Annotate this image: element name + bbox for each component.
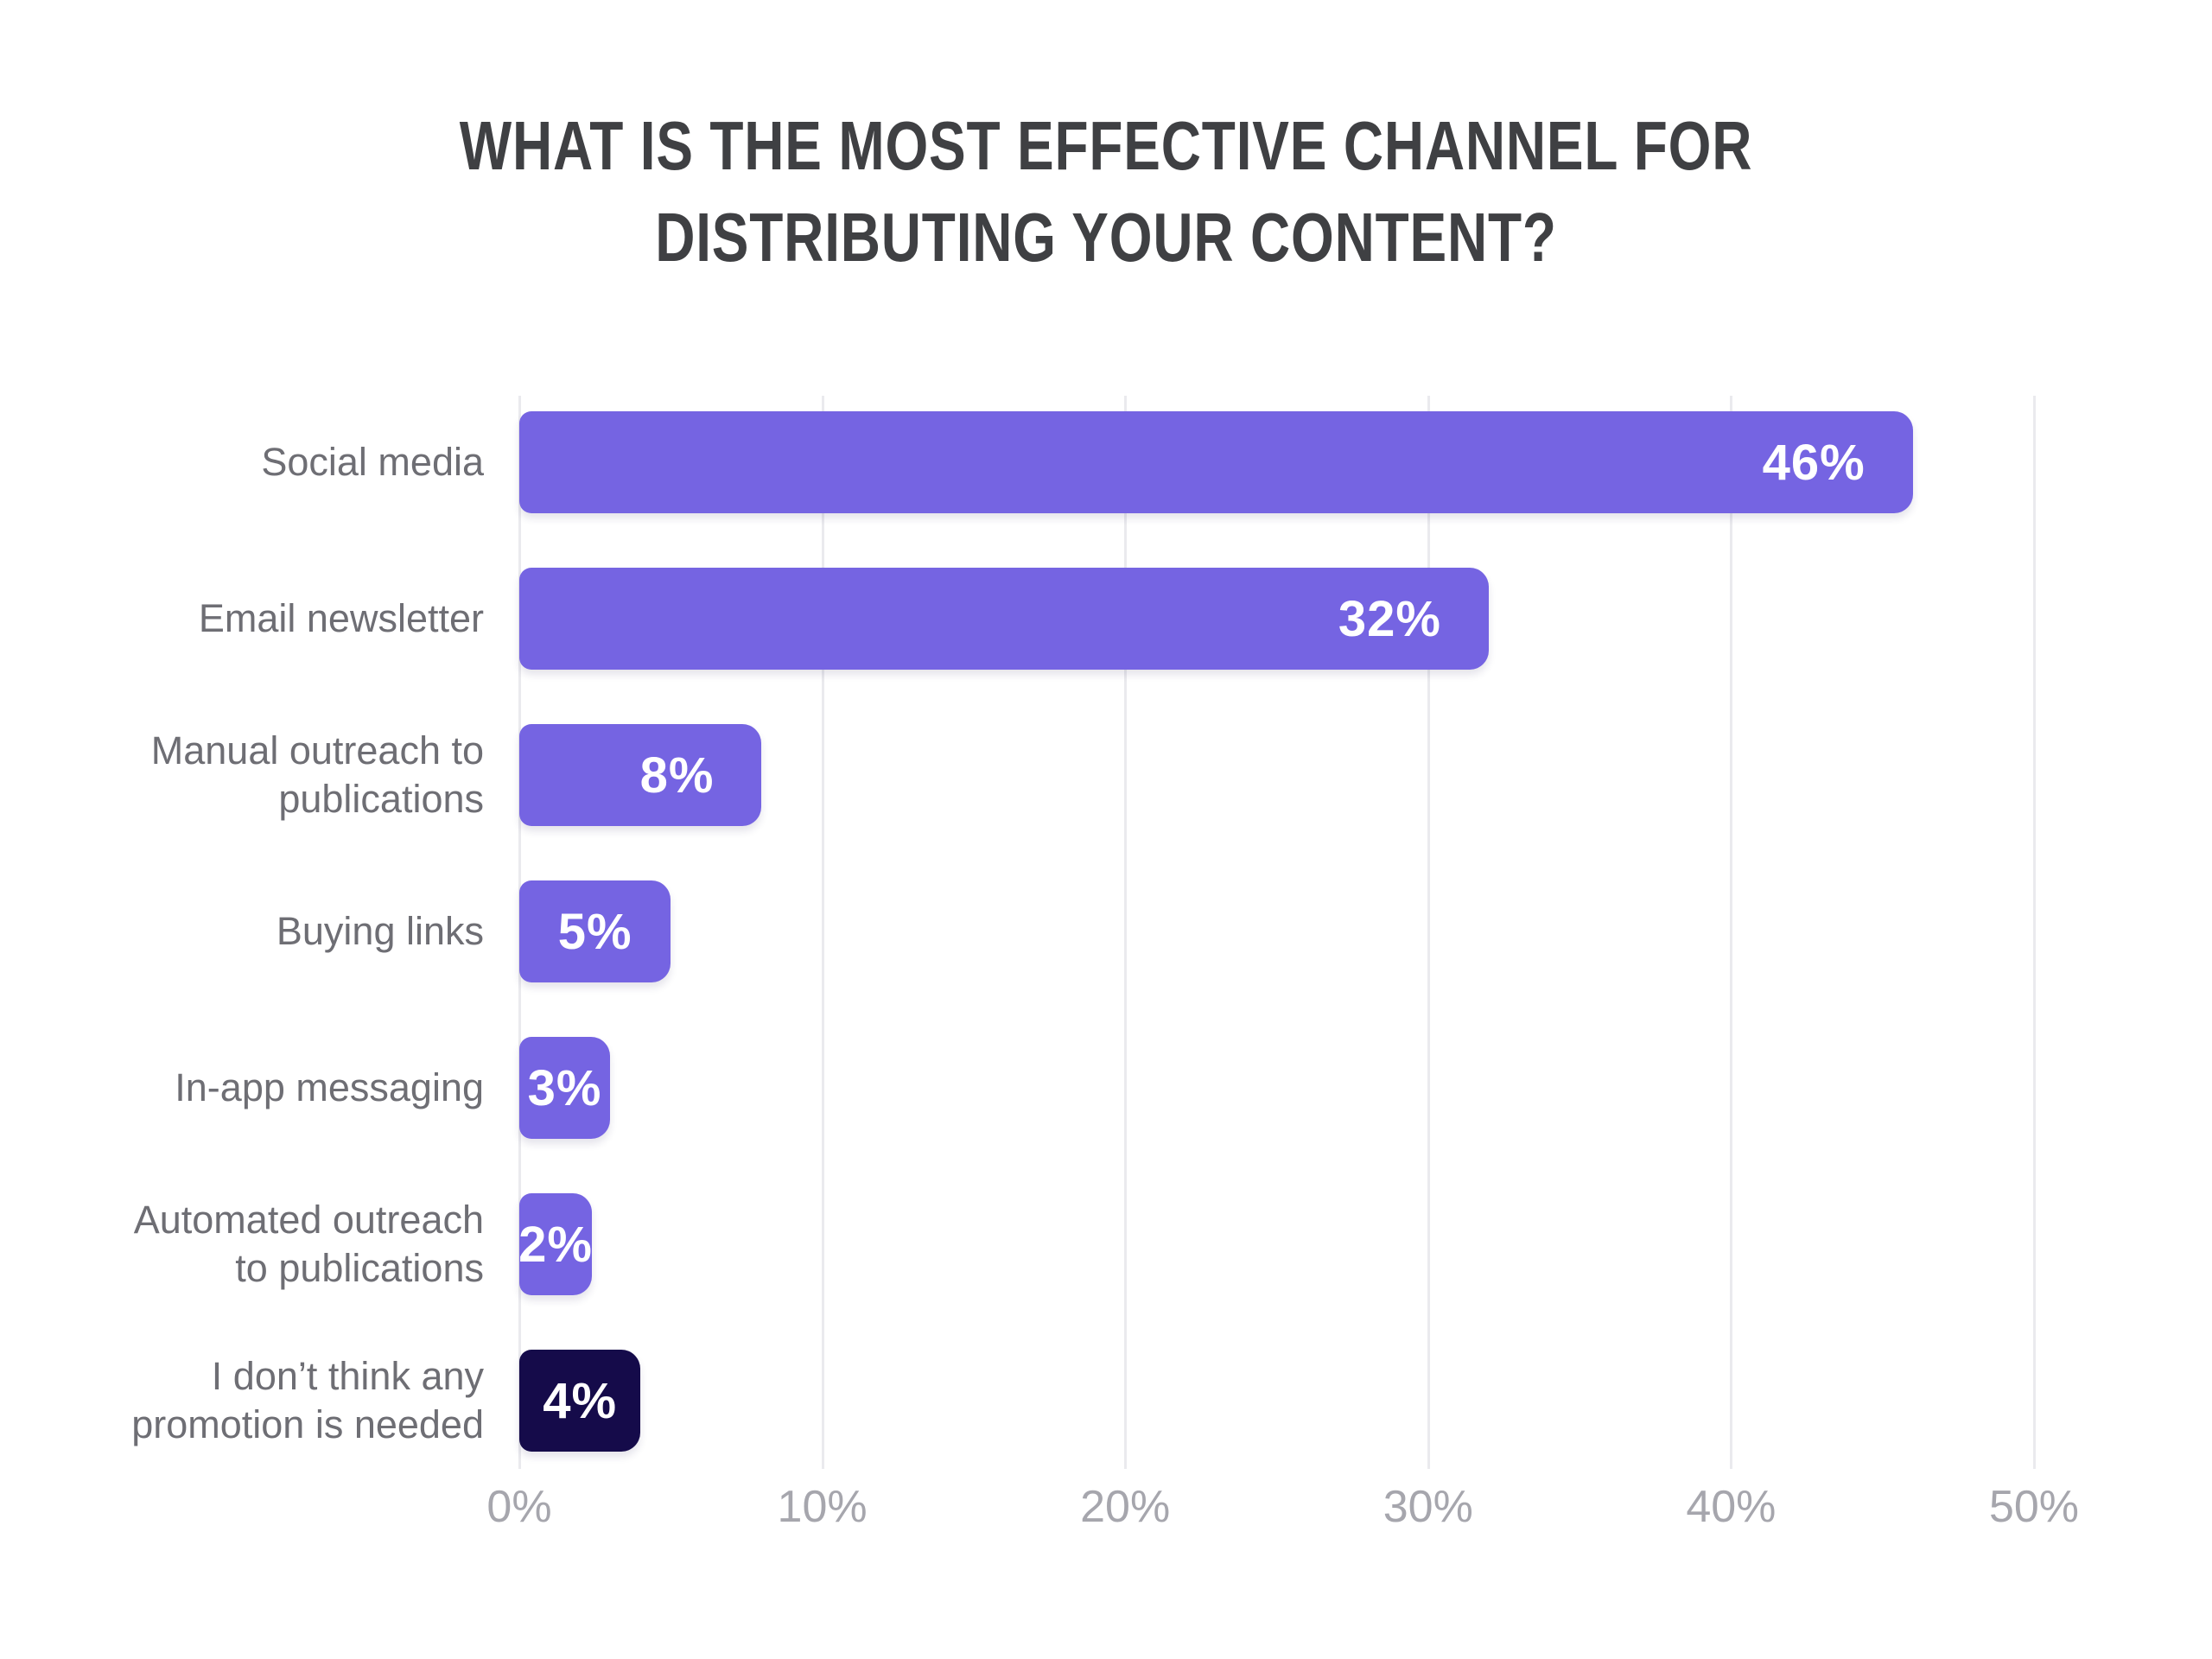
bar: 3% (519, 1037, 611, 1139)
bar-value-label: 5% (557, 903, 632, 960)
gridline (2033, 396, 2036, 1469)
chart-title: WHAT IS THE MOST EFFECTIVE CHANNEL FOR D… (221, 100, 1991, 283)
bar-value-label: 8% (639, 747, 715, 804)
x-axis-tick-label: 30% (1382, 1482, 1473, 1532)
bar: 4% (519, 1350, 641, 1452)
chart-title-line1: WHAT IS THE MOST EFFECTIVE CHANNEL FOR (459, 107, 1753, 184)
category-label: Buying links (0, 880, 484, 982)
category-label: In-app messaging (0, 1037, 484, 1139)
bar-row: I don’t think any promotion is needed 4% (0, 1350, 2212, 1452)
category-label-line: to publications (235, 1246, 484, 1290)
chart-title-line2: DISTRIBUTING YOUR CONTENT? (655, 199, 1557, 276)
category-label-line: promotion is needed (131, 1402, 484, 1446)
x-axis-tick-label: 10% (777, 1482, 868, 1532)
category-label-line: In-app messaging (175, 1065, 484, 1109)
x-axis-tick-label: 20% (1080, 1482, 1171, 1532)
category-label-line: Automated outreach (133, 1198, 484, 1242)
bar: 8% (519, 724, 762, 826)
bar-row: In-app messaging 3% (0, 1037, 2212, 1139)
bar-value-label: 32% (1338, 590, 1441, 647)
gridline (821, 396, 824, 1469)
category-label-line: Buying links (276, 909, 484, 953)
category-label-line: Manual outreach to (150, 728, 484, 772)
bar: 5% (519, 880, 671, 982)
x-axis-tick-label: 40% (1686, 1482, 1777, 1532)
bar-value-label: 4% (543, 1372, 618, 1429)
bar-value-label: 2% (518, 1216, 593, 1273)
bar-value-label: 3% (527, 1059, 602, 1116)
x-axis-tick-label: 50% (1988, 1482, 2080, 1532)
bar-row: Manual outreach to publications 8% (0, 724, 2212, 826)
category-label: Manual outreach to publications (0, 724, 484, 826)
bar-value-label: 46% (1762, 434, 1866, 491)
bar-row: Buying links 5% (0, 880, 2212, 982)
bar: 2% (518, 1193, 593, 1295)
gridline (1427, 396, 1430, 1469)
category-label-line: publications (278, 777, 484, 821)
category-label-line: Email newsletter (198, 596, 484, 640)
bar: 46% (519, 411, 1913, 513)
bar-row: Email newsletter 32% (0, 568, 2212, 670)
x-axis-tick-label: 0% (486, 1482, 552, 1532)
bar-row: Social media 46% (0, 411, 2212, 513)
category-label-line: I don’t think any (211, 1354, 484, 1398)
category-label: Email newsletter (0, 568, 484, 670)
category-label: Automated outreach to publications (0, 1193, 484, 1295)
gridline (1124, 396, 1128, 1469)
category-label: I don’t think any promotion is needed (0, 1350, 484, 1452)
category-label: Social media (0, 411, 484, 513)
bar: 32% (519, 568, 1489, 670)
gridline (1730, 396, 1733, 1469)
bar-row: Automated outreach to publications 2% (0, 1193, 2212, 1295)
category-label-line: Social media (261, 440, 484, 484)
